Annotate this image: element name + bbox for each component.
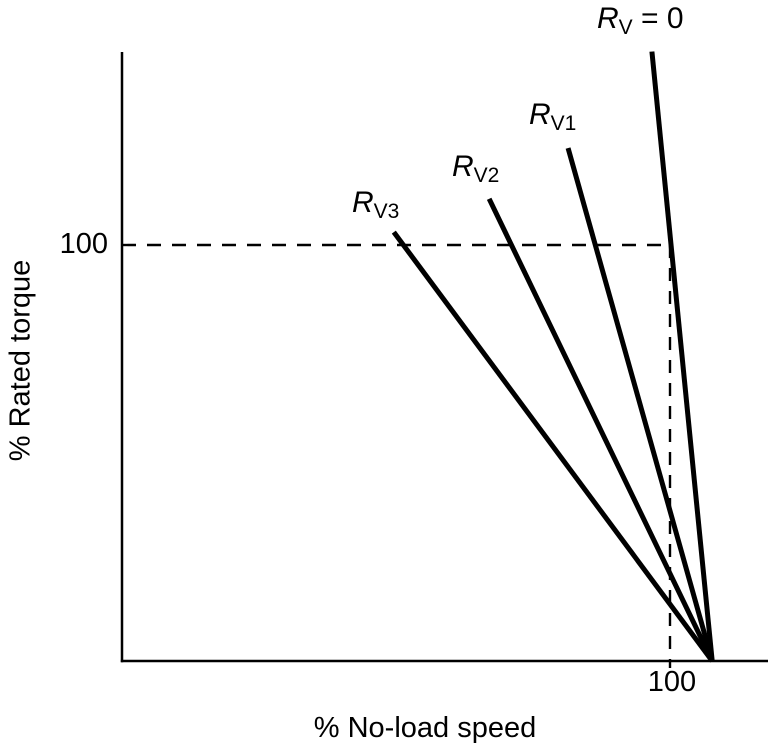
- x-axis-tick-label-100: 100: [647, 666, 697, 698]
- curve-label-rv1-symbol: R: [529, 98, 551, 131]
- curve-label-rv1: RV1: [529, 98, 576, 134]
- curve-label-rv3-symbol: R: [352, 186, 374, 219]
- speed-torque-curve-1: [565, 147, 715, 662]
- speed-torque-curve-0: [649, 51, 715, 662]
- curve-label-rv0: RV = 0: [597, 2, 684, 38]
- curve-label-rv0-symbol: R: [597, 2, 619, 35]
- speed-torque-curve-2: [486, 197, 715, 663]
- curve-label-rv0-subscript: V: [618, 16, 633, 39]
- speed-torque-curve-3: [391, 230, 715, 663]
- y-axis-tick-label-100: 100: [59, 228, 108, 260]
- curve-label-rv2-symbol: R: [452, 150, 474, 183]
- curve-label-rv0-suffix: = 0: [632, 2, 684, 35]
- curve-label-rv3-subscript: V3: [373, 200, 400, 223]
- y-axis-title: % Rated torque: [4, 259, 37, 462]
- curve-label-rv2: RV2: [452, 150, 499, 186]
- curve-label-rv1-subscript: V1: [550, 112, 577, 135]
- curve-label-rv2-subscript: V2: [473, 164, 500, 187]
- x-axis-title: % No-load speed: [313, 712, 537, 744]
- curve-label-rv3: RV3: [352, 186, 399, 222]
